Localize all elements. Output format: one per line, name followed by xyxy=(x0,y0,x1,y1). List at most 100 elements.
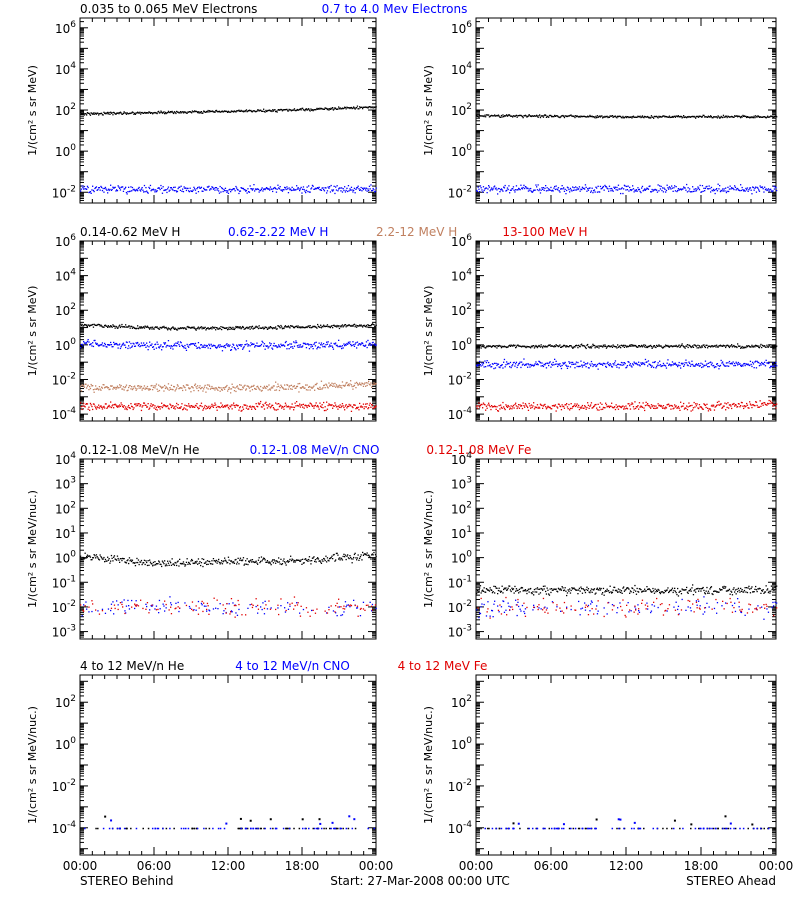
data-point xyxy=(167,340,170,342)
data-point xyxy=(233,344,235,346)
data-point xyxy=(528,188,530,190)
data-point xyxy=(135,405,137,407)
data-point xyxy=(613,345,615,347)
data-point xyxy=(91,345,93,347)
data-point xyxy=(280,324,282,327)
data-point xyxy=(359,344,362,346)
data-point xyxy=(599,345,602,347)
data-point xyxy=(226,343,228,345)
data-point xyxy=(668,186,671,188)
y-tick-label: 102 xyxy=(451,102,472,118)
data-point xyxy=(373,324,375,326)
data-point xyxy=(222,387,224,389)
data-point xyxy=(136,188,138,191)
data-point xyxy=(248,110,250,112)
data-point xyxy=(726,365,728,367)
data-point xyxy=(209,328,211,330)
data-point xyxy=(338,108,341,110)
data-point xyxy=(501,345,503,347)
data-point xyxy=(230,349,233,351)
data-point xyxy=(641,363,643,365)
data-point xyxy=(325,325,327,327)
data-point xyxy=(533,189,536,191)
data-point xyxy=(206,111,209,113)
data-point xyxy=(320,107,323,110)
data-point xyxy=(646,116,648,118)
data-point xyxy=(188,190,190,192)
data-point xyxy=(173,385,175,388)
data-point xyxy=(347,185,350,187)
data-point xyxy=(157,390,159,392)
data-point xyxy=(293,341,295,343)
data-point xyxy=(89,402,92,405)
data-point xyxy=(257,188,260,191)
data-point xyxy=(649,116,651,118)
data-point xyxy=(342,347,344,349)
data-point xyxy=(664,364,666,367)
data-point xyxy=(641,187,643,189)
data-point xyxy=(272,385,275,387)
data-point xyxy=(114,403,116,405)
data-point xyxy=(534,346,536,348)
data-point xyxy=(283,408,285,410)
data-point xyxy=(133,407,135,409)
data-point xyxy=(164,189,167,191)
data-point xyxy=(256,386,258,388)
data-point xyxy=(246,111,248,113)
data-point xyxy=(236,110,238,112)
data-point xyxy=(619,364,621,366)
data-point xyxy=(359,106,361,108)
data-point xyxy=(512,345,514,347)
data-point xyxy=(518,114,521,117)
data-point xyxy=(610,345,612,347)
data-point xyxy=(506,115,509,117)
data-point xyxy=(139,385,141,387)
data-point xyxy=(634,116,636,118)
data-point xyxy=(500,114,503,117)
data-point xyxy=(257,345,259,347)
data-point xyxy=(751,116,753,119)
data-point xyxy=(253,384,255,387)
data-point xyxy=(296,404,299,407)
data-point xyxy=(288,326,290,328)
data-point xyxy=(755,116,758,118)
data-point xyxy=(227,390,229,392)
data-point xyxy=(741,186,743,189)
data-point xyxy=(647,345,650,347)
data-point xyxy=(319,402,321,404)
data-point xyxy=(263,110,266,113)
data-point xyxy=(98,323,100,326)
data-point xyxy=(176,110,178,113)
data-point xyxy=(503,186,505,188)
data-point xyxy=(535,184,537,186)
data-point xyxy=(566,115,569,118)
data-point xyxy=(754,117,756,119)
data-point xyxy=(227,328,230,330)
data-point xyxy=(497,410,500,412)
data-point xyxy=(482,346,485,348)
data-point xyxy=(719,190,722,193)
data-point xyxy=(104,186,107,189)
data-point xyxy=(242,387,245,389)
data-point xyxy=(562,188,564,190)
data-point xyxy=(117,405,119,407)
data-point xyxy=(130,403,132,405)
data-point xyxy=(230,110,233,112)
data-point xyxy=(258,191,260,193)
data-point xyxy=(738,345,740,347)
data-point xyxy=(200,388,202,390)
data-point xyxy=(337,326,339,328)
data-point xyxy=(140,326,143,328)
data-point xyxy=(214,389,216,391)
data-point xyxy=(591,115,593,117)
data-point xyxy=(255,188,257,191)
data-point xyxy=(100,389,102,391)
data-point xyxy=(370,107,372,109)
data-point xyxy=(481,403,483,406)
data-point xyxy=(121,344,123,346)
data-point xyxy=(725,187,727,189)
data-point xyxy=(375,405,377,407)
data-point xyxy=(220,111,222,113)
data-point xyxy=(242,326,245,328)
data-point xyxy=(132,387,134,390)
